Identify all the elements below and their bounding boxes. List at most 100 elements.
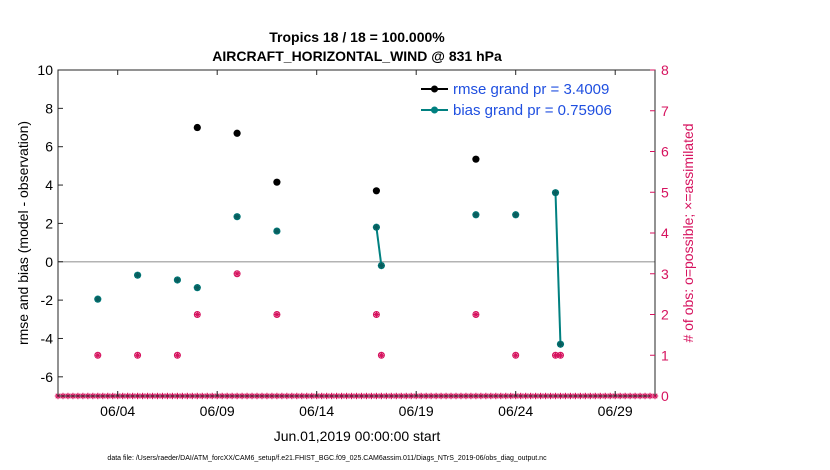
obs-assimilated-marker-stroke: [473, 311, 479, 318]
legend-bias-marker: [431, 106, 438, 114]
bias-point-star-stroke: [557, 341, 564, 347]
rmse-point-star-stroke: [274, 179, 280, 185]
obs-assimilated-marker-stroke: [194, 311, 200, 318]
x-tick-label: 06/04: [100, 403, 135, 419]
bias-point-star-stroke: [373, 224, 380, 230]
bias-point-star: [552, 189, 559, 196]
bias-line-segment: [554, 192, 562, 345]
bias-point-star: [373, 224, 380, 231]
bias-point-star-stroke: [95, 296, 101, 302]
obs-assimilated-marker-stroke: [378, 352, 385, 358]
x-tick-label: 06/19: [399, 403, 434, 419]
obs-assimilated-marker: [194, 311, 201, 318]
bias-markers: [94, 189, 565, 348]
right-tick-label: 6: [661, 144, 669, 160]
bias-point-star: [557, 341, 564, 348]
bias-point-star: [472, 211, 480, 218]
bias-point-star: [233, 213, 241, 220]
obs-assimilated-marker-stroke: [234, 271, 240, 277]
x-tick-label: 06/24: [498, 403, 533, 419]
left-tick-label: 6: [45, 139, 53, 155]
y-axis-right-label: # of obs: o=possible; ×=assimilated: [680, 123, 696, 342]
rmse-markers: [193, 123, 480, 195]
left-tick-label: -4: [41, 330, 54, 346]
obs-assimilated-marker-stroke: [552, 352, 559, 358]
right-tick-label: 4: [661, 225, 669, 241]
legend: rmse grand pr = 3.4009 bias grand pr = 0…: [411, 80, 648, 121]
footer-data-file: data file: /Users/raeder/DAI/ATM_forcXX/…: [107, 455, 547, 462]
bias-point-star-stroke: [134, 272, 141, 278]
left-tick-label: -2: [41, 292, 54, 308]
legend-rmse-marker: [431, 85, 438, 93]
bias-point-star: [134, 271, 141, 279]
bias-point-star-stroke: [194, 284, 200, 291]
left-tick-label: 2: [45, 215, 53, 231]
right-tick-label: 3: [661, 266, 669, 282]
bias-point-star: [273, 227, 281, 235]
rmse-point-star-stroke: [473, 156, 479, 162]
rmse-point-star: [373, 187, 380, 195]
legend-rmse-label: rmse grand pr = 3.4009: [453, 81, 609, 98]
left-axis-ticks: 10 8 6 4 2 0 -2 -4 -6: [37, 62, 63, 385]
obs-assimilated-marker: [512, 352, 519, 359]
obs-assimilated-marker-stroke: [513, 352, 519, 358]
left-tick-label: 4: [45, 177, 53, 193]
obs-assimilated-marker-stroke: [557, 352, 564, 358]
obs-assimilated-marker: [273, 311, 281, 318]
chart-title-line1: Tropics 18 / 18 = 100.000%: [269, 29, 445, 45]
bias-point-star-stroke: [473, 212, 479, 218]
obs-assimilated-marker-stroke: [134, 352, 141, 358]
bias-point-star-stroke: [378, 262, 385, 269]
bias-point-star-stroke: [552, 190, 559, 196]
right-tick-label: 5: [661, 184, 669, 200]
x-tick-label: 06/14: [299, 403, 334, 419]
rmse-point-star-stroke: [234, 130, 240, 136]
bias-point-star: [512, 211, 519, 218]
plot-area: [58, 70, 655, 396]
rmse-point-star-stroke: [373, 188, 380, 194]
bias-line-segment: [375, 227, 383, 266]
left-tick-label: 8: [45, 100, 53, 116]
x-tick-label: 06/29: [598, 403, 633, 419]
obs-assimilated-marker-stroke: [373, 311, 380, 318]
bias-point-star: [194, 284, 201, 291]
left-tick-label: 10: [37, 62, 53, 78]
right-tick-label: 7: [661, 103, 669, 119]
rmse-point-star: [273, 178, 281, 186]
right-tick-label: 0: [661, 388, 669, 404]
right-tick-label: 8: [661, 62, 669, 78]
obs-assimilated-marker: [472, 311, 480, 318]
bias-point-star-stroke: [234, 214, 240, 220]
legend-bias-label: bias grand pr = 0.75906: [453, 102, 612, 119]
obs-assimilated-marker: [557, 352, 564, 359]
chart-title-line2: AIRCRAFT_HORIZONTAL_WIND @ 831 hPa: [212, 48, 502, 64]
obs-assimilated-marker: [378, 352, 385, 359]
left-tick-label: -6: [41, 369, 54, 385]
obs-assimilated-marker-stroke: [174, 352, 181, 358]
obs-assimilated-marker: [174, 352, 181, 359]
obs-assimilated-marker: [94, 352, 101, 359]
rmse-point-star: [472, 155, 480, 163]
bias-point-star: [174, 276, 181, 284]
bias-point-star: [378, 262, 385, 269]
x-tick-label: 06/09: [200, 403, 235, 419]
bias-point-star-stroke: [174, 277, 181, 283]
obs-assimilated-marker: [233, 270, 241, 277]
obs-assimilated-marker: [134, 352, 141, 359]
bias-point-star-stroke: [274, 228, 280, 234]
x-axis-ticks: 06/04 06/09 06/14 06/19 06/24 06/29: [100, 70, 633, 419]
obs-assimilated-marker: [373, 311, 380, 318]
bias-point-star: [94, 295, 101, 303]
obs-assimilated-marker-stroke: [274, 311, 280, 318]
obs-assimilated-marker-stroke: [95, 352, 101, 358]
right-tick-label: 1: [661, 347, 669, 363]
rmse-point-star-stroke: [194, 124, 200, 131]
legend-box: [411, 80, 648, 121]
bias-line-segments: [375, 192, 562, 345]
x-axis-label: Jun.01,2019 00:00:00 start: [274, 428, 441, 444]
bias-point-star-stroke: [513, 212, 519, 218]
y-axis-left-label: rmse and bias (model - observation): [15, 121, 31, 345]
left-tick-label: 0: [45, 254, 53, 270]
rmse-point-star: [194, 124, 201, 131]
